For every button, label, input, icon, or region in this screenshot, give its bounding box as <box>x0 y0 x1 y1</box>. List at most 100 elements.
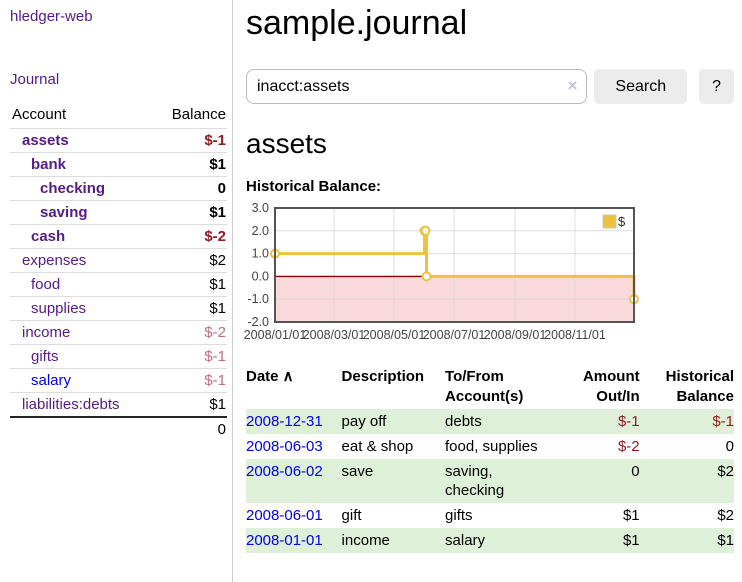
account-row: checking 0 <box>10 176 227 201</box>
chart-x-tick-label: 2008/09/01 <box>484 328 547 342</box>
accounts-total-row: 0 <box>10 416 227 441</box>
chart-x-tick-label: 2008/01/01 <box>244 328 307 342</box>
register-accounts: food, supplies <box>445 438 538 455</box>
account-link[interactable]: expenses <box>22 252 87 269</box>
account-balance: $1 <box>152 296 227 321</box>
register-date-link[interactable]: 2008-12-31 <box>246 413 323 430</box>
search-box: × <box>246 69 588 104</box>
register-description: save <box>341 463 374 480</box>
app-title-link[interactable]: hledger-web <box>10 8 93 25</box>
chart-y-tick-label: 2.0 <box>252 224 269 238</box>
account-row: gifts $-1 <box>10 344 227 369</box>
account-row: saving $1 <box>10 200 227 225</box>
accounts-total-balance: 0 <box>152 416 227 441</box>
account-cell: salary <box>10 368 153 393</box>
account-link[interactable]: checking <box>40 180 106 197</box>
register-col-header: Date ∧ <box>246 368 294 385</box>
account-link[interactable]: liabilities:debts <box>22 396 120 413</box>
register-date-link[interactable]: 2008-06-02 <box>246 463 323 480</box>
register-amount: $1 <box>622 532 640 549</box>
sidebar-item-journal[interactable]: Journal <box>10 71 60 88</box>
register-col-header: Amount Out/In <box>582 368 640 405</box>
register-header-row: Date ∧ Description To/From Account(s) Amoun… <box>246 365 734 409</box>
account-link[interactable]: income <box>22 324 71 341</box>
clear-search-icon[interactable]: × <box>567 76 578 95</box>
register-balance: $2 <box>717 463 734 480</box>
account-cell: cash <box>10 224 153 249</box>
register-col-header: To/From Account(s) <box>445 368 524 405</box>
account-link[interactable]: food <box>31 276 61 293</box>
register-col-header: Historical Balance <box>665 368 734 405</box>
account-balance: $-2 <box>152 320 227 345</box>
account-balance: $1 <box>152 392 227 417</box>
register-accounts: saving, checking <box>445 463 505 499</box>
legend-label: $ <box>618 214 626 229</box>
register-amount: $-1 <box>617 413 640 430</box>
account-link[interactable]: bank <box>31 156 67 173</box>
register-balance: 0 <box>725 438 734 455</box>
table-row[interactable]: 2008-01-01 income salary $1 $1 <box>246 528 734 553</box>
account-row: bank $1 <box>10 152 227 177</box>
register-date-cell: 2008-06-02 <box>246 459 342 503</box>
help-button[interactable]: ? <box>699 69 734 104</box>
account-link[interactable]: supplies <box>31 300 87 317</box>
register-amount: 0 <box>631 463 640 480</box>
account-balance: 0 <box>152 176 227 201</box>
chart-y-tick-label: 3.0 <box>252 201 269 215</box>
table-row[interactable]: 2008-06-02 save saving, checking 0 $2 <box>246 459 734 503</box>
account-row: expenses $2 <box>10 248 227 273</box>
register-date-cell: 2008-06-01 <box>246 503 342 528</box>
main-content: sample.journal × Search ? assets Histori… <box>233 0 742 582</box>
register-date-cell: 2008-06-03 <box>246 434 342 459</box>
register-date-link[interactable]: 2008-06-03 <box>246 438 323 455</box>
account-link[interactable]: salary <box>31 372 72 389</box>
table-row[interactable]: 2008-12-31 pay off debts $-1 $-1 <box>246 409 734 434</box>
search-input[interactable] <box>246 69 588 104</box>
account-link[interactable]: assets <box>22 132 69 149</box>
register-balance: $-1 <box>712 413 734 430</box>
chart-y-tick-label: 0.0 <box>252 269 269 283</box>
page-title: sample.journal <box>246 4 468 42</box>
account-cell: checking <box>10 176 153 201</box>
account-row: cash $-2 <box>10 224 227 249</box>
account-row: liabilities:debts $1 <box>10 392 227 417</box>
account-link[interactable]: cash <box>31 228 66 245</box>
chart-y-tick-label: -2.0 <box>247 315 269 329</box>
accounts-header-account: Account <box>12 106 67 123</box>
chart-y-tick-label: 1.0 <box>252 247 269 261</box>
register-description: income <box>341 532 390 549</box>
account-cell: gifts <box>10 344 153 369</box>
register-accounts: debts <box>445 413 482 430</box>
register-balance: $1 <box>717 532 734 549</box>
account-row: supplies $1 <box>10 296 227 321</box>
table-row[interactable]: 2008-06-01 gift gifts $1 $2 <box>246 503 734 528</box>
account-link[interactable]: gifts <box>31 348 59 365</box>
account-link[interactable]: saving <box>40 204 88 221</box>
chart-data-point[interactable] <box>420 225 431 236</box>
account-cell: assets <box>10 128 153 153</box>
register-date-cell: 2008-01-01 <box>246 528 342 553</box>
account-cell: expenses <box>10 248 153 273</box>
account-balance: $-1 <box>152 344 227 369</box>
table-row[interactable]: 2008-06-03 eat & shop food, supplies $-2 0 <box>246 434 734 459</box>
register-table: Date ∧ Description To/From Account(s) Amoun… <box>246 365 734 553</box>
chart-data-point[interactable] <box>421 271 432 282</box>
chart-y-tick-label: -1.0 <box>247 292 269 306</box>
account-balance: $-2 <box>152 224 227 249</box>
chart-plot-border <box>274 207 635 323</box>
register-date-link[interactable]: 2008-01-01 <box>246 532 323 549</box>
search-form: × Search ? <box>246 69 734 104</box>
account-balance: $2 <box>152 248 227 273</box>
chart-x-tick-label: 2008/05/01 <box>363 328 426 342</box>
sidebar: hledger-web Journal Account Balance asse… <box>0 0 233 582</box>
search-button[interactable]: Search <box>594 69 688 104</box>
register-description: gift <box>341 507 362 524</box>
accounts-table: Account Balance assets $-1 bank $1 checking 0… <box>10 104 227 441</box>
register-description: pay off <box>341 413 387 430</box>
chart-legend: $ <box>602 214 626 229</box>
account-balance: $-1 <box>152 368 227 393</box>
sort-asc-icon[interactable]: ∧ <box>278 368 294 385</box>
chart-x-tick-label: 2008/03/01 <box>303 328 366 342</box>
register-date-link[interactable]: 2008-06-01 <box>246 507 323 524</box>
